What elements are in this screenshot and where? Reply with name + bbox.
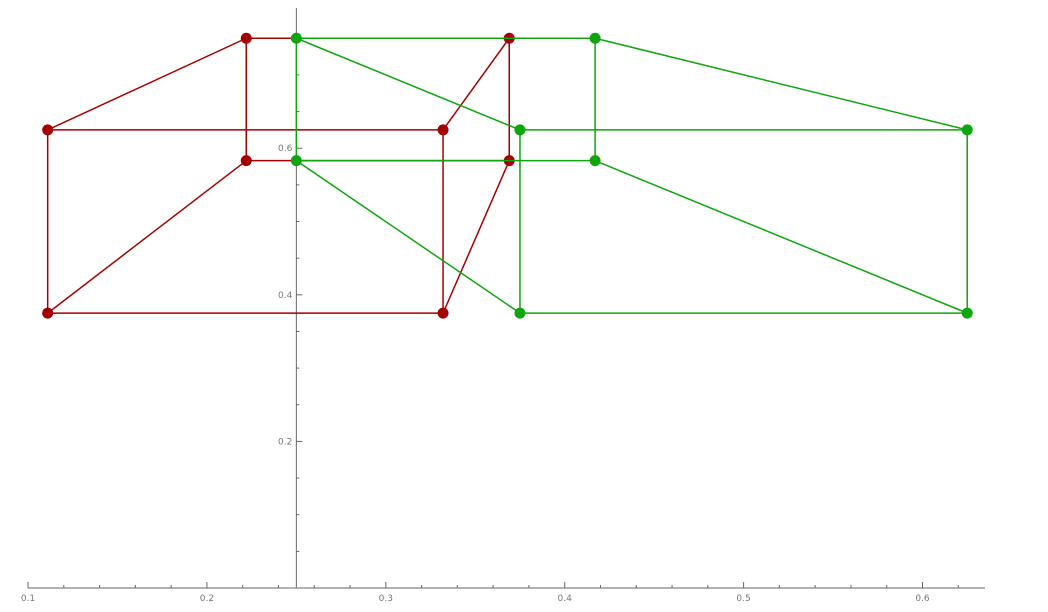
series-2-point (514, 124, 526, 136)
series-2-point (290, 155, 302, 167)
chart-marks (42, 32, 973, 319)
series-2-point (589, 32, 601, 44)
x-tick-label: 0.3 (379, 594, 393, 604)
x-tick-label: 0.1 (21, 594, 35, 604)
y-tick-label: 0.2 (278, 437, 292, 447)
series-2-point (290, 32, 302, 44)
series-2-point (589, 155, 601, 167)
series-2-point (514, 307, 526, 319)
series-1-point (240, 32, 252, 44)
x-tick-label: 0.6 (915, 594, 930, 604)
x-tick-label: 0.5 (736, 594, 750, 604)
x-tick-label: 0.4 (558, 594, 573, 604)
series-1-point (437, 124, 449, 136)
series-1-point (42, 307, 54, 319)
y-tick-label: 0.6 (278, 144, 293, 154)
x-tick-label: 0.2 (200, 594, 214, 604)
series-2-edge (594, 37, 968, 131)
series-2-edge (295, 160, 521, 314)
series-1-point (240, 155, 252, 167)
series-1-point (437, 307, 449, 319)
series-1-edge (47, 160, 247, 314)
series-1-edge (442, 160, 510, 314)
series-2-point (961, 124, 973, 136)
series-1-edge (442, 37, 510, 131)
chart-axes: 0.1 0.2 0.3 0.4 0.5 0.6 0.2 0.4 0.6 (21, 8, 985, 604)
series-2-edge (296, 37, 521, 131)
series-2-point (961, 307, 973, 319)
series-1 (42, 32, 515, 319)
y-tick-label: 0.4 (278, 291, 293, 301)
series-2 (290, 32, 973, 319)
series-1-edge (47, 37, 247, 131)
series-1-point (42, 124, 54, 136)
series-2-edge (594, 159, 968, 314)
